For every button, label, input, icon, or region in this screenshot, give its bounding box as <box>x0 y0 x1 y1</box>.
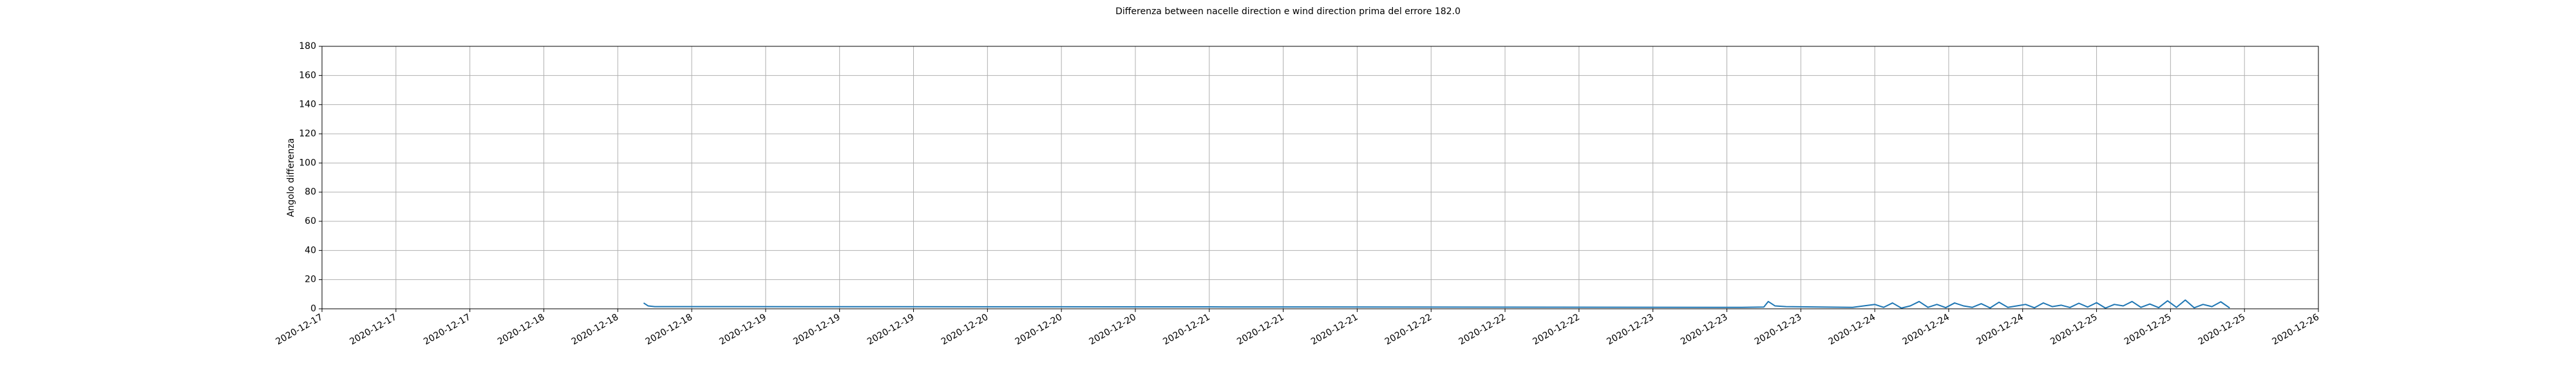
x-tick-label: 2020-12-21 <box>1309 312 1359 347</box>
x-tick-label: 2020-12-19 <box>866 312 916 347</box>
x-tick-label: 2020-12-22 <box>1457 312 1508 347</box>
x-tick-label: 2020-12-19 <box>791 312 842 347</box>
line-series <box>643 299 2230 309</box>
y-tick-label: 60 <box>305 216 316 226</box>
x-tick-label: 2020-12-17 <box>422 312 472 347</box>
chart-title: Differenza between nacelle direction e w… <box>1115 6 1461 17</box>
x-tick-label: 2020-12-18 <box>644 312 694 347</box>
y-tick-label: 20 <box>305 275 316 285</box>
y-tick-label: 160 <box>299 70 316 80</box>
x-tick-label: 2020-12-25 <box>2197 312 2247 347</box>
x-tick-label: 2020-12-25 <box>2123 312 2173 347</box>
x-tick-label: 2020-12-22 <box>1531 312 1581 347</box>
x-tick-label: 2020-12-19 <box>717 312 768 347</box>
x-tick-label: 2020-12-24 <box>1900 312 1951 347</box>
x-tick-label: 2020-12-23 <box>1605 312 1655 347</box>
y-tick-label: 180 <box>299 41 316 51</box>
y-tick-label: 120 <box>299 129 316 139</box>
x-tick-label: 2020-12-26 <box>2271 312 2322 347</box>
x-tick-label: 2020-12-21 <box>1161 312 1211 347</box>
y-axis-label: Angolo differenza <box>286 138 296 217</box>
x-tick-label: 2020-12-18 <box>496 312 546 347</box>
x-tick-label: 2020-12-18 <box>570 312 620 347</box>
x-tick-label: 2020-12-17 <box>348 312 398 347</box>
x-tick-label: 2020-12-24 <box>1827 312 1878 347</box>
y-tick-label: 40 <box>305 245 316 255</box>
x-tick-label: 2020-12-21 <box>1235 312 1285 347</box>
plot-frame <box>321 46 2319 309</box>
x-tick-label: 2020-12-17 <box>274 312 325 347</box>
y-tick-label: 140 <box>299 100 316 110</box>
x-tick-label: 2020-12-22 <box>1383 312 1434 347</box>
x-tick-label: 2020-12-25 <box>2049 312 2099 347</box>
x-tick-label: 2020-12-20 <box>1088 312 1138 347</box>
x-tick-label: 2020-12-23 <box>1753 312 1803 347</box>
x-tick-label: 2020-12-20 <box>1014 312 1064 347</box>
y-tick-label: 100 <box>299 158 316 168</box>
x-tick-label: 2020-12-23 <box>1679 312 1729 347</box>
x-tick-label: 2020-12-24 <box>1975 312 2025 347</box>
y-tick-label: 0 <box>310 304 316 314</box>
y-tick-label: 80 <box>305 187 316 198</box>
x-tick-label: 2020-12-20 <box>940 312 990 347</box>
